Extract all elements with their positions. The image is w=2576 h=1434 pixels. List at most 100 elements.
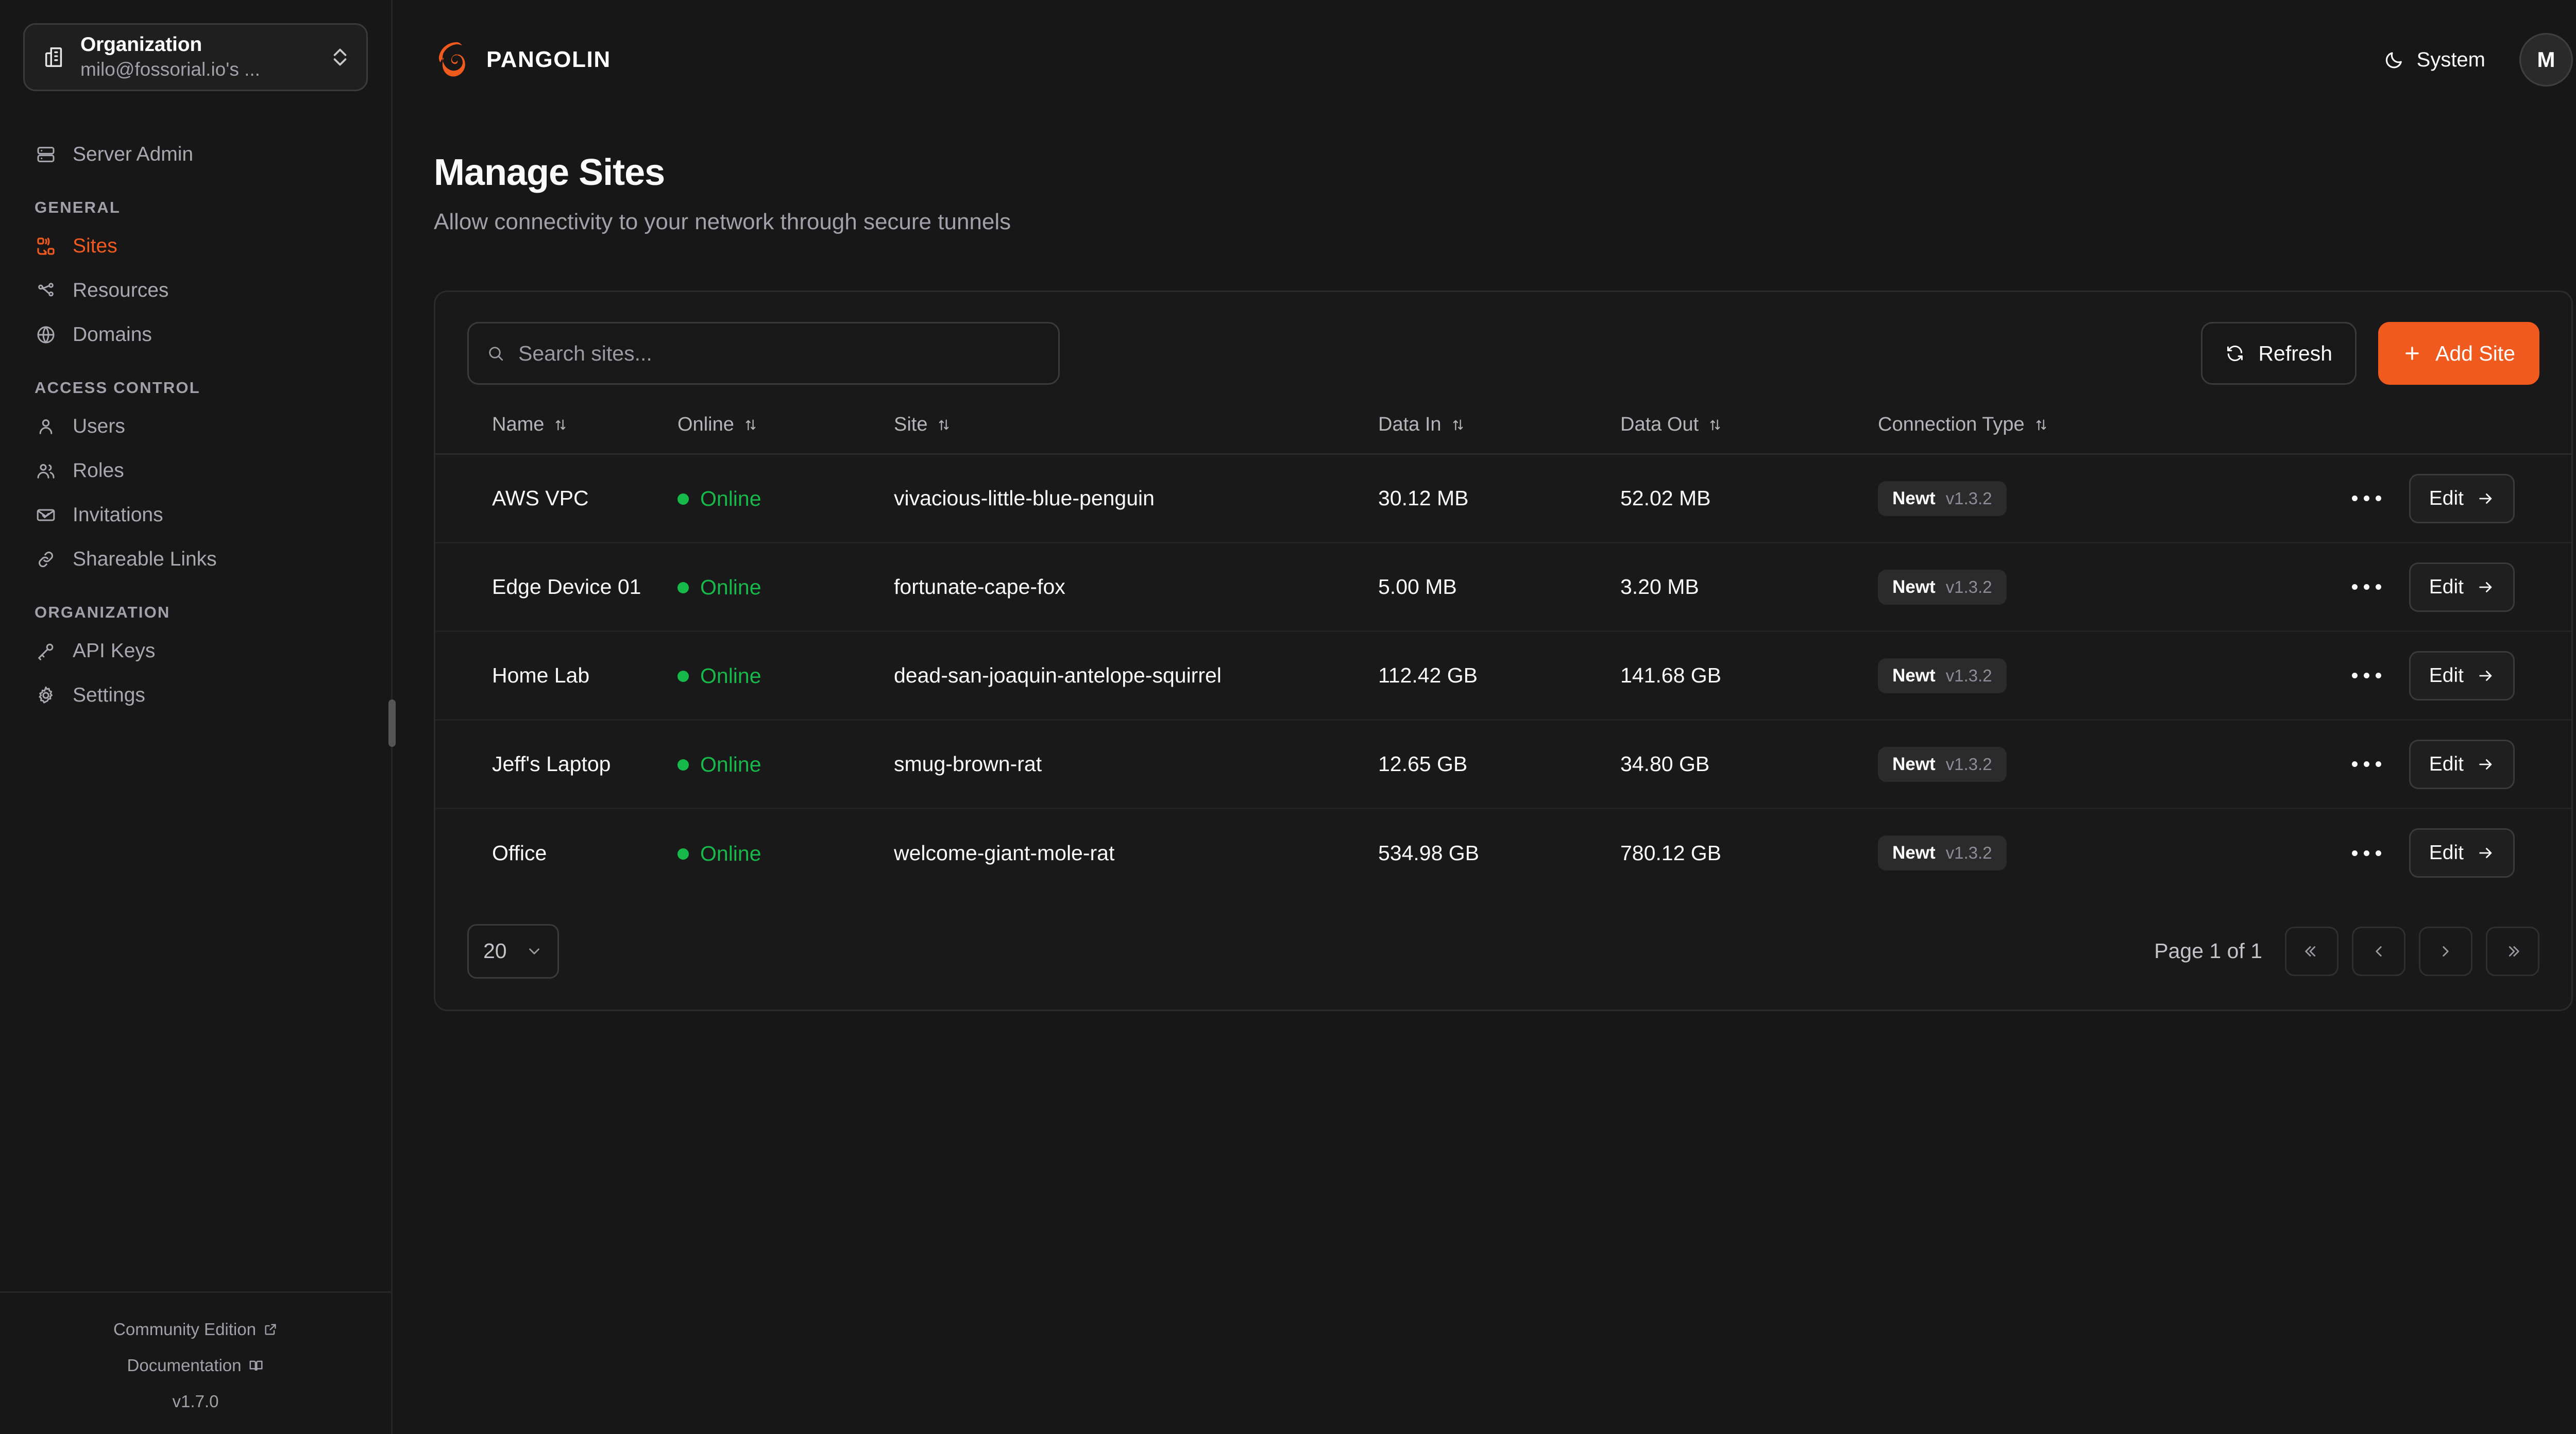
connection-version: v1.3.2 bbox=[1945, 843, 1992, 863]
link-icon bbox=[35, 548, 57, 571]
sidebar-item-sites[interactable]: Sites bbox=[23, 224, 368, 268]
key-icon bbox=[35, 640, 57, 662]
cell-data-out: 52.02 MB bbox=[1620, 486, 1711, 510]
connection-name: Newt bbox=[1892, 576, 1936, 597]
pangolin-logo bbox=[430, 38, 473, 81]
ellipsis-icon[interactable] bbox=[2343, 567, 2391, 607]
column-header-name[interactable]: Name bbox=[435, 414, 677, 454]
column-header-site[interactable]: Site bbox=[894, 414, 1378, 454]
connection-name: Newt bbox=[1892, 843, 1936, 863]
sidebar-item-server-admin[interactable]: Server Admin bbox=[23, 132, 368, 177]
add-site-button[interactable]: Add Site bbox=[2378, 322, 2539, 385]
org-title: Organization bbox=[80, 33, 202, 56]
status-label: Online bbox=[700, 575, 761, 600]
sidebar-item-shareable-links[interactable]: Shareable Links bbox=[23, 537, 368, 582]
refresh-button[interactable]: Refresh bbox=[2201, 322, 2357, 385]
theme-toggle[interactable]: System bbox=[2384, 48, 2485, 72]
sort-arrows-icon bbox=[743, 418, 758, 432]
page-title: Manage Sites bbox=[434, 152, 665, 193]
community-edition-link[interactable]: Community Edition bbox=[0, 1320, 391, 1339]
org-switcher-text: Organization milo@fossorial.io's ... bbox=[80, 32, 317, 82]
sidebar-item-label: Shareable Links bbox=[73, 548, 217, 570]
community-edition-label: Community Edition bbox=[113, 1320, 256, 1339]
page-size-value: 20 bbox=[483, 939, 507, 963]
table-row[interactable]: Jeff's Laptop Online smug-brown-rat 12.6… bbox=[435, 720, 2571, 809]
cell-site: fortunate-cape-fox bbox=[894, 575, 1065, 599]
nav-group-general-label: GENERAL bbox=[35, 198, 121, 216]
ellipsis-icon[interactable] bbox=[2343, 833, 2391, 873]
sidebar-item-label: Invitations bbox=[73, 504, 163, 526]
ellipsis-icon[interactable] bbox=[2343, 744, 2391, 784]
ellipsis-icon[interactable] bbox=[2343, 479, 2391, 519]
connection-badge: Newt v1.3.2 bbox=[1878, 835, 2007, 871]
sidebar-item-domains[interactable]: Domains bbox=[23, 313, 368, 357]
column-header-connection-type[interactable]: Connection Type bbox=[1878, 414, 2239, 454]
status-badge: Online bbox=[677, 664, 761, 688]
resources-icon bbox=[35, 279, 57, 302]
first-page-button[interactable] bbox=[2285, 926, 2338, 976]
arrow-right-icon bbox=[2477, 756, 2495, 773]
status-label: Online bbox=[700, 842, 761, 865]
table-row[interactable]: Edge Device 01 Online fortunate-cape-fox… bbox=[435, 543, 2571, 631]
sidebar-item-roles[interactable]: Roles bbox=[23, 449, 368, 493]
cell-actions: Edit bbox=[2239, 809, 2571, 897]
card-toolbar: Refresh Add Site bbox=[435, 292, 2571, 385]
status-dot-icon bbox=[677, 848, 689, 860]
cell-actions: Edit bbox=[2239, 543, 2571, 631]
prev-page-button[interactable] bbox=[2352, 926, 2405, 976]
table-row[interactable]: Office Online welcome-giant-mole-rat 534… bbox=[435, 809, 2571, 897]
sidebar-item-label: Domains bbox=[73, 323, 152, 346]
table-body: AWS VPC Online vivacious-little-blue-pen… bbox=[435, 454, 2571, 897]
connection-badge: Newt v1.3.2 bbox=[1878, 481, 2007, 516]
plus-icon bbox=[2402, 344, 2422, 363]
page-size-select[interactable]: 20 bbox=[467, 924, 559, 979]
search-box[interactable] bbox=[467, 322, 1060, 385]
cell-data-out: 34.80 GB bbox=[1620, 752, 1710, 776]
sidebar-item-users[interactable]: Users bbox=[23, 404, 368, 449]
status-dot-icon bbox=[677, 493, 689, 505]
org-switcher[interactable]: Organization milo@fossorial.io's ... bbox=[23, 23, 368, 91]
cell-connection-type: Newt v1.3.2 bbox=[1878, 631, 2239, 720]
cell-data-out: 141.68 GB bbox=[1620, 663, 1722, 687]
ellipsis-icon[interactable] bbox=[2343, 656, 2391, 696]
cell-actions: Edit bbox=[2239, 720, 2571, 809]
status-badge: Online bbox=[677, 753, 761, 777]
status-label: Online bbox=[700, 664, 761, 688]
brand[interactable]: PANGOLIN bbox=[430, 38, 611, 81]
connection-name: Newt bbox=[1892, 754, 1936, 774]
edit-button[interactable]: Edit bbox=[2409, 828, 2515, 878]
edit-button[interactable]: Edit bbox=[2409, 473, 2515, 523]
last-page-button[interactable] bbox=[2486, 926, 2539, 976]
edit-button[interactable]: Edit bbox=[2409, 739, 2515, 789]
next-page-button[interactable] bbox=[2419, 926, 2472, 976]
sidebar-resize-handle[interactable] bbox=[388, 699, 396, 747]
cell-actions: Edit bbox=[2239, 454, 2571, 543]
arrow-right-icon bbox=[2477, 667, 2495, 685]
sidebar-item-api-keys[interactable]: API Keys bbox=[23, 629, 368, 673]
cell-site: welcome-giant-mole-rat bbox=[894, 841, 1115, 865]
cell-data-in: 30.12 MB bbox=[1378, 486, 1469, 510]
connection-badge: Newt v1.3.2 bbox=[1878, 746, 2007, 782]
table-row[interactable]: Home Lab Online dead-san-joaquin-antelop… bbox=[435, 631, 2571, 720]
status-label: Online bbox=[700, 753, 761, 777]
topbar: PANGOLIN System M bbox=[393, 0, 2576, 120]
avatar[interactable]: M bbox=[2519, 33, 2573, 87]
cell-connection-type: Newt v1.3.2 bbox=[1878, 543, 2239, 631]
topbar-right: System M bbox=[2384, 33, 2573, 87]
cell-connection-type: Newt v1.3.2 bbox=[1878, 809, 2239, 897]
sidebar-item-resources[interactable]: Resources bbox=[23, 268, 368, 313]
edit-button[interactable]: Edit bbox=[2409, 562, 2515, 612]
column-header-actions bbox=[2239, 414, 2571, 454]
documentation-link[interactable]: Documentation bbox=[0, 1356, 391, 1375]
column-header-online[interactable]: Online bbox=[677, 414, 894, 454]
sidebar-item-settings[interactable]: Settings bbox=[23, 673, 368, 718]
arrow-right-icon bbox=[2477, 578, 2495, 596]
table-footer: 20 Page 1 of 1 bbox=[435, 897, 2571, 1010]
edit-button[interactable]: Edit bbox=[2409, 651, 2515, 701]
table-row[interactable]: AWS VPC Online vivacious-little-blue-pen… bbox=[435, 454, 2571, 543]
column-header-data-in[interactable]: Data In bbox=[1378, 414, 1620, 454]
column-header-data-out[interactable]: Data Out bbox=[1620, 414, 1878, 454]
search-input[interactable] bbox=[518, 341, 1041, 366]
sidebar-item-invitations[interactable]: Invitations bbox=[23, 493, 368, 537]
column-label: Data Out bbox=[1620, 414, 1699, 435]
